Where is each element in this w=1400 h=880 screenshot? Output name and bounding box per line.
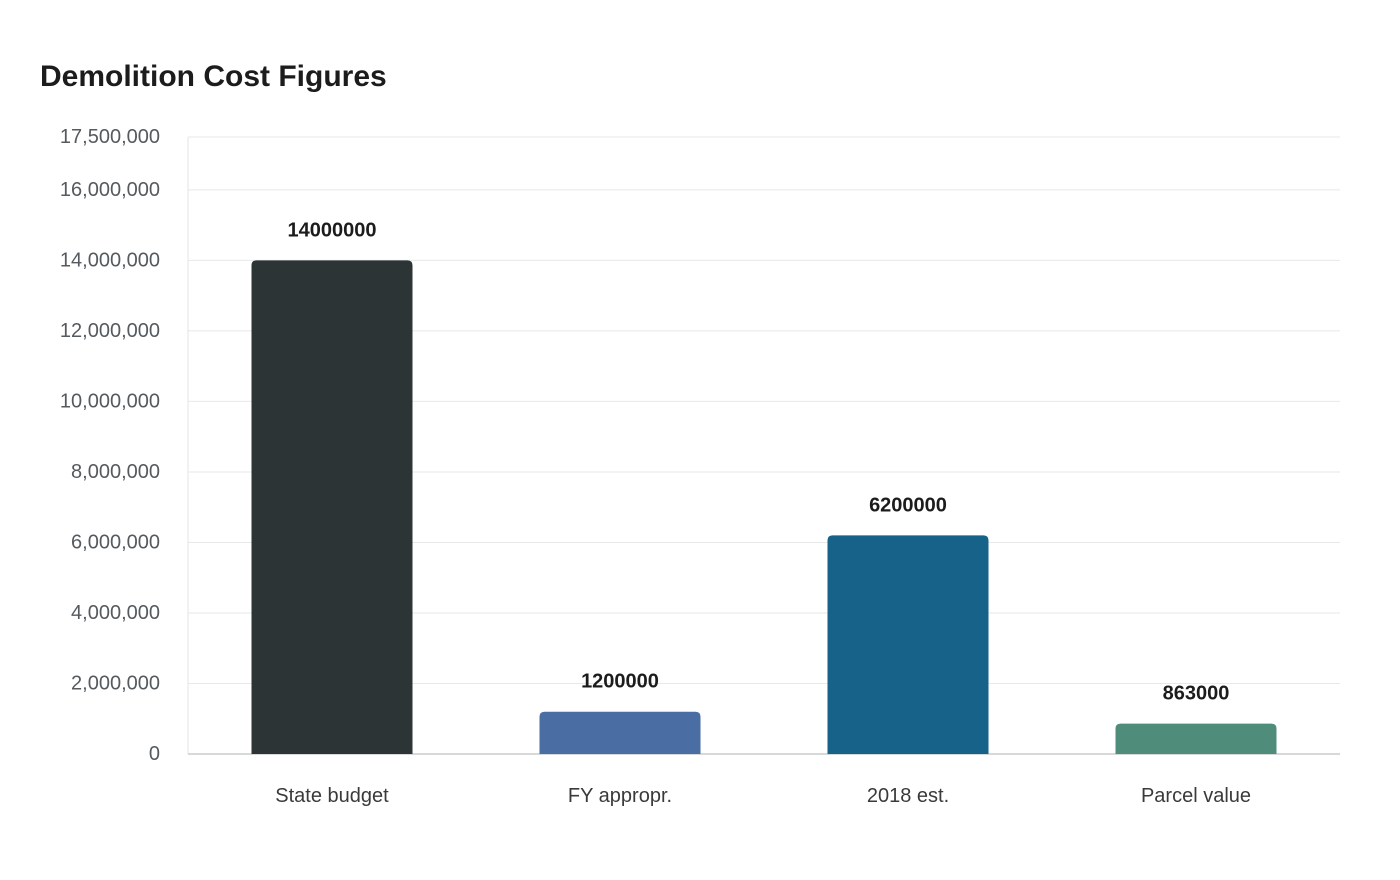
- data-label: 6200000: [869, 494, 947, 516]
- bar-state-budget: [251, 260, 413, 754]
- category-label: FY appropr.: [568, 785, 672, 807]
- data-label: 14000000: [288, 219, 377, 241]
- y-tick-label: 14,000,000: [60, 249, 160, 271]
- y-tick-label: 2,000,000: [71, 672, 160, 694]
- y-tick-label: 4,000,000: [71, 602, 160, 624]
- y-tick-label: 16,000,000: [60, 179, 160, 201]
- y-tick-label: 17,500,000: [60, 126, 160, 148]
- y-tick-label: 6,000,000: [71, 531, 160, 553]
- bar-parcel-value: [1115, 723, 1277, 754]
- category-label: State budget: [275, 785, 389, 807]
- bars: [251, 260, 1277, 754]
- chart-title: Demolition Cost Figures: [40, 60, 387, 93]
- category-label: Parcel value: [1141, 785, 1251, 807]
- y-tick-labels: 0 2,000,000 4,000,000 6,000,000 8,000,000 10,…: [60, 126, 160, 765]
- y-tick-label: 10,000,000: [60, 390, 160, 412]
- data-label: 863000: [1163, 683, 1230, 705]
- category-label: 2018 est.: [867, 785, 949, 807]
- y-tick-label: 8,000,000: [71, 461, 160, 483]
- data-label: 1200000: [581, 671, 659, 693]
- bar-2018-est: [827, 535, 989, 754]
- y-tick-label: 0: [149, 743, 160, 765]
- category-labels: State budget FY appropr. 2018 est. Parcel v…: [275, 785, 1251, 807]
- data-labels: 14000000 1200000 6200000 863000: [288, 219, 1230, 704]
- bar-fy-appropr: [539, 711, 701, 754]
- y-tick-label: 12,000,000: [60, 320, 160, 342]
